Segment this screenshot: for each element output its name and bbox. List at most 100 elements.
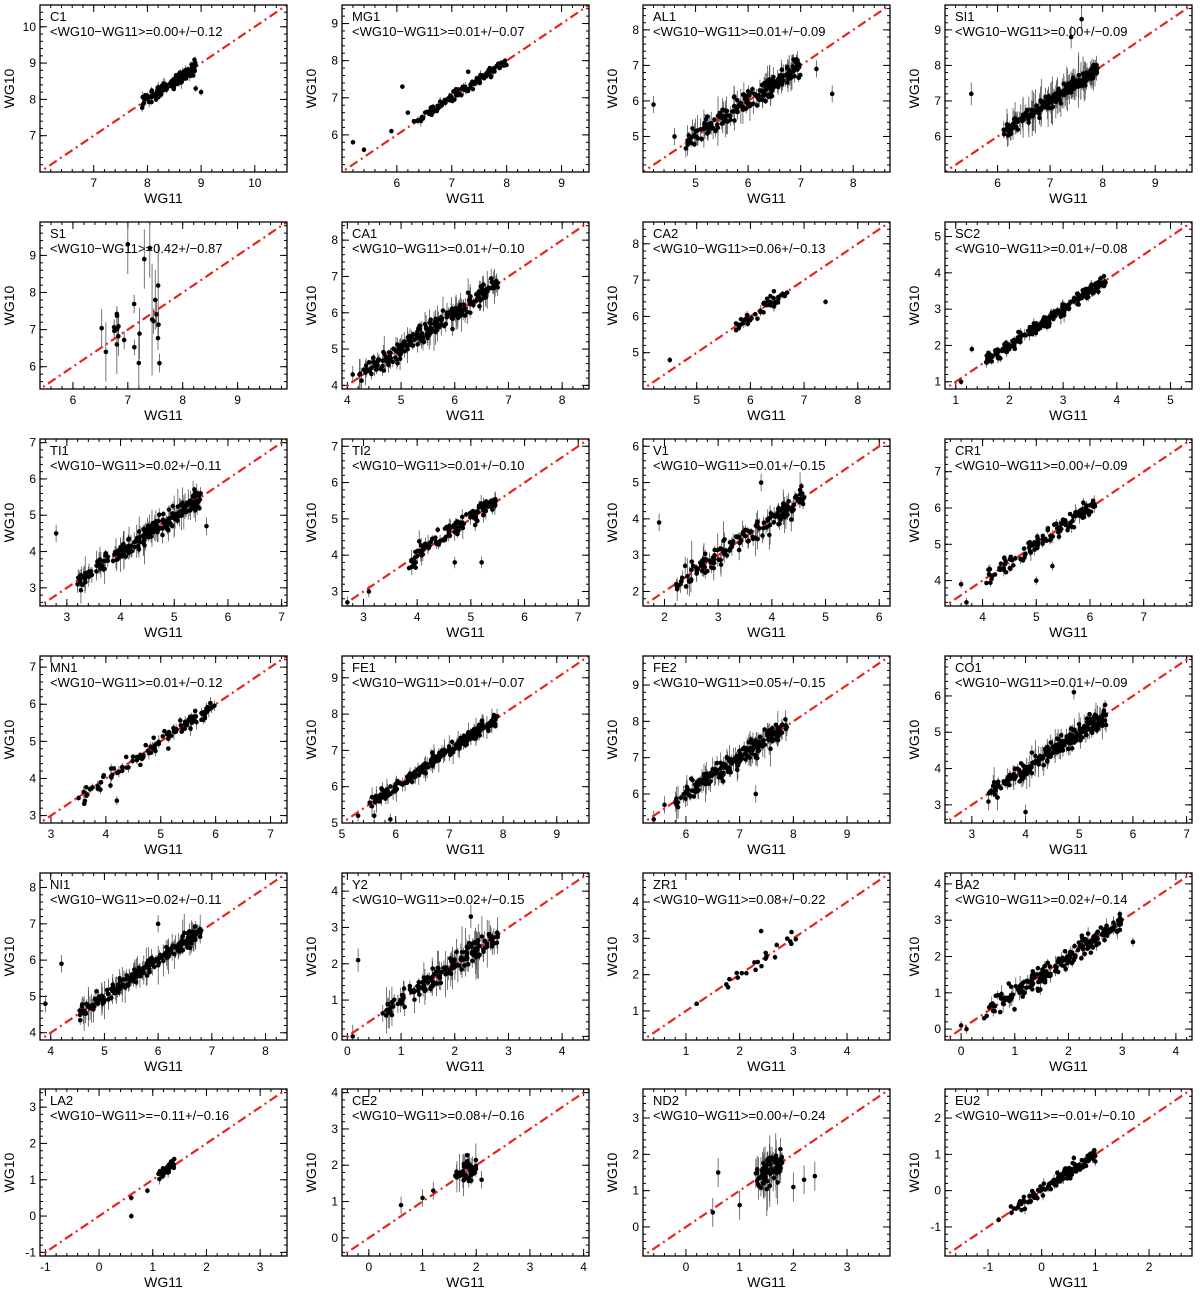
data-point xyxy=(121,337,127,343)
y-tick-label: 5 xyxy=(934,230,941,244)
data-point xyxy=(709,565,714,570)
data-point xyxy=(750,534,755,540)
x-tick-label: 5 xyxy=(693,393,700,407)
data-point xyxy=(403,342,409,348)
data-point xyxy=(471,299,477,305)
data-layer xyxy=(40,656,287,823)
data-point xyxy=(192,57,197,63)
data-point xyxy=(110,558,116,564)
data-point xyxy=(1005,128,1010,133)
data-point xyxy=(371,813,377,819)
y-tick-label: 9 xyxy=(29,248,36,262)
data-point xyxy=(418,118,424,124)
x-tick-label: 8 xyxy=(144,176,151,190)
x-tick-label: 9 xyxy=(558,176,565,190)
data-point xyxy=(984,580,989,586)
x-tick-label: 5 xyxy=(171,610,178,624)
data-point xyxy=(130,758,135,764)
data-point xyxy=(1006,344,1012,349)
data-point xyxy=(197,497,203,502)
y-tick-label: 5 xyxy=(29,508,36,522)
data-point xyxy=(762,300,768,306)
data-point xyxy=(450,316,456,322)
x-tick-label: 6 xyxy=(212,827,219,841)
data-point xyxy=(103,551,108,556)
data-point xyxy=(355,813,361,819)
data-point xyxy=(685,574,690,579)
data-point xyxy=(1060,302,1065,307)
data-point xyxy=(437,750,442,755)
data-point xyxy=(400,84,405,89)
data-point xyxy=(477,303,482,309)
data-point xyxy=(1100,280,1106,286)
x-tick-label: 4 xyxy=(103,827,110,841)
y-axis-label: WG10 xyxy=(303,719,319,759)
data-point xyxy=(459,514,465,520)
data-point xyxy=(409,564,415,570)
data-point xyxy=(1088,76,1094,81)
data-point xyxy=(748,317,753,323)
data-point xyxy=(84,784,89,790)
y-tick-label: 8 xyxy=(331,233,338,247)
y-axis-label: WG10 xyxy=(1,719,17,759)
data-point xyxy=(153,97,159,102)
data-point xyxy=(765,516,770,522)
panel-stat: <WG10−WG11>=0.00+/−0.09 xyxy=(955,24,1128,39)
data-point xyxy=(375,359,381,364)
y-tick-label: 5 xyxy=(331,816,338,830)
data-point xyxy=(759,88,765,93)
x-tick-label: 8 xyxy=(790,827,797,841)
data-point xyxy=(483,295,489,300)
data-point xyxy=(389,128,394,134)
data-point xyxy=(369,803,375,809)
data-point xyxy=(120,764,125,770)
data-point xyxy=(97,557,103,562)
data-point xyxy=(78,587,84,593)
y-axis-label: WG10 xyxy=(303,68,319,108)
y-tick-label: 9 xyxy=(29,56,36,70)
data-point xyxy=(155,335,161,341)
data-point xyxy=(113,551,119,556)
panel-title: AL1 xyxy=(653,9,676,24)
y-tick-label: 4 xyxy=(632,512,639,526)
x-tick-label: 5 xyxy=(1033,610,1040,624)
data-point xyxy=(435,321,440,326)
data-point xyxy=(430,104,436,109)
data-point xyxy=(186,67,191,73)
data-point xyxy=(414,553,420,559)
data-point xyxy=(129,548,135,554)
data-point xyxy=(709,124,715,130)
y-tick-label: 6 xyxy=(632,94,639,108)
y-tick-label: 6 xyxy=(632,439,639,453)
data-point xyxy=(388,784,393,789)
data-point xyxy=(968,91,974,97)
data-point xyxy=(478,284,484,289)
data-point xyxy=(193,86,199,91)
data-point xyxy=(708,560,713,565)
data-point xyxy=(187,714,193,719)
data-point xyxy=(701,125,707,130)
data-point xyxy=(777,521,782,527)
data-point xyxy=(1058,314,1064,319)
y-axis-label: WG10 xyxy=(906,502,922,542)
y-tick-label: 6 xyxy=(934,129,941,143)
data-point xyxy=(778,292,784,298)
panel-stat: <WG10−WG11>=0.02+/−0.11 xyxy=(50,458,222,473)
data-point xyxy=(1020,558,1026,563)
x-tick-label: 4 xyxy=(979,610,986,624)
y-tick-label: 3 xyxy=(331,584,338,598)
data-point xyxy=(366,589,372,594)
x-axis-label: WG11 xyxy=(446,190,485,206)
data-point xyxy=(732,94,737,99)
data-point xyxy=(1074,513,1079,518)
data-point xyxy=(165,526,170,532)
x-tick-label: 7 xyxy=(797,176,804,190)
data-layer xyxy=(40,439,287,606)
x-tick-label: 5 xyxy=(398,393,405,407)
data-point xyxy=(756,93,762,99)
data-point xyxy=(359,378,364,383)
data-point xyxy=(83,579,88,585)
panel-title: TI1 xyxy=(50,443,69,458)
data-point xyxy=(746,92,751,98)
data-point xyxy=(781,502,787,508)
